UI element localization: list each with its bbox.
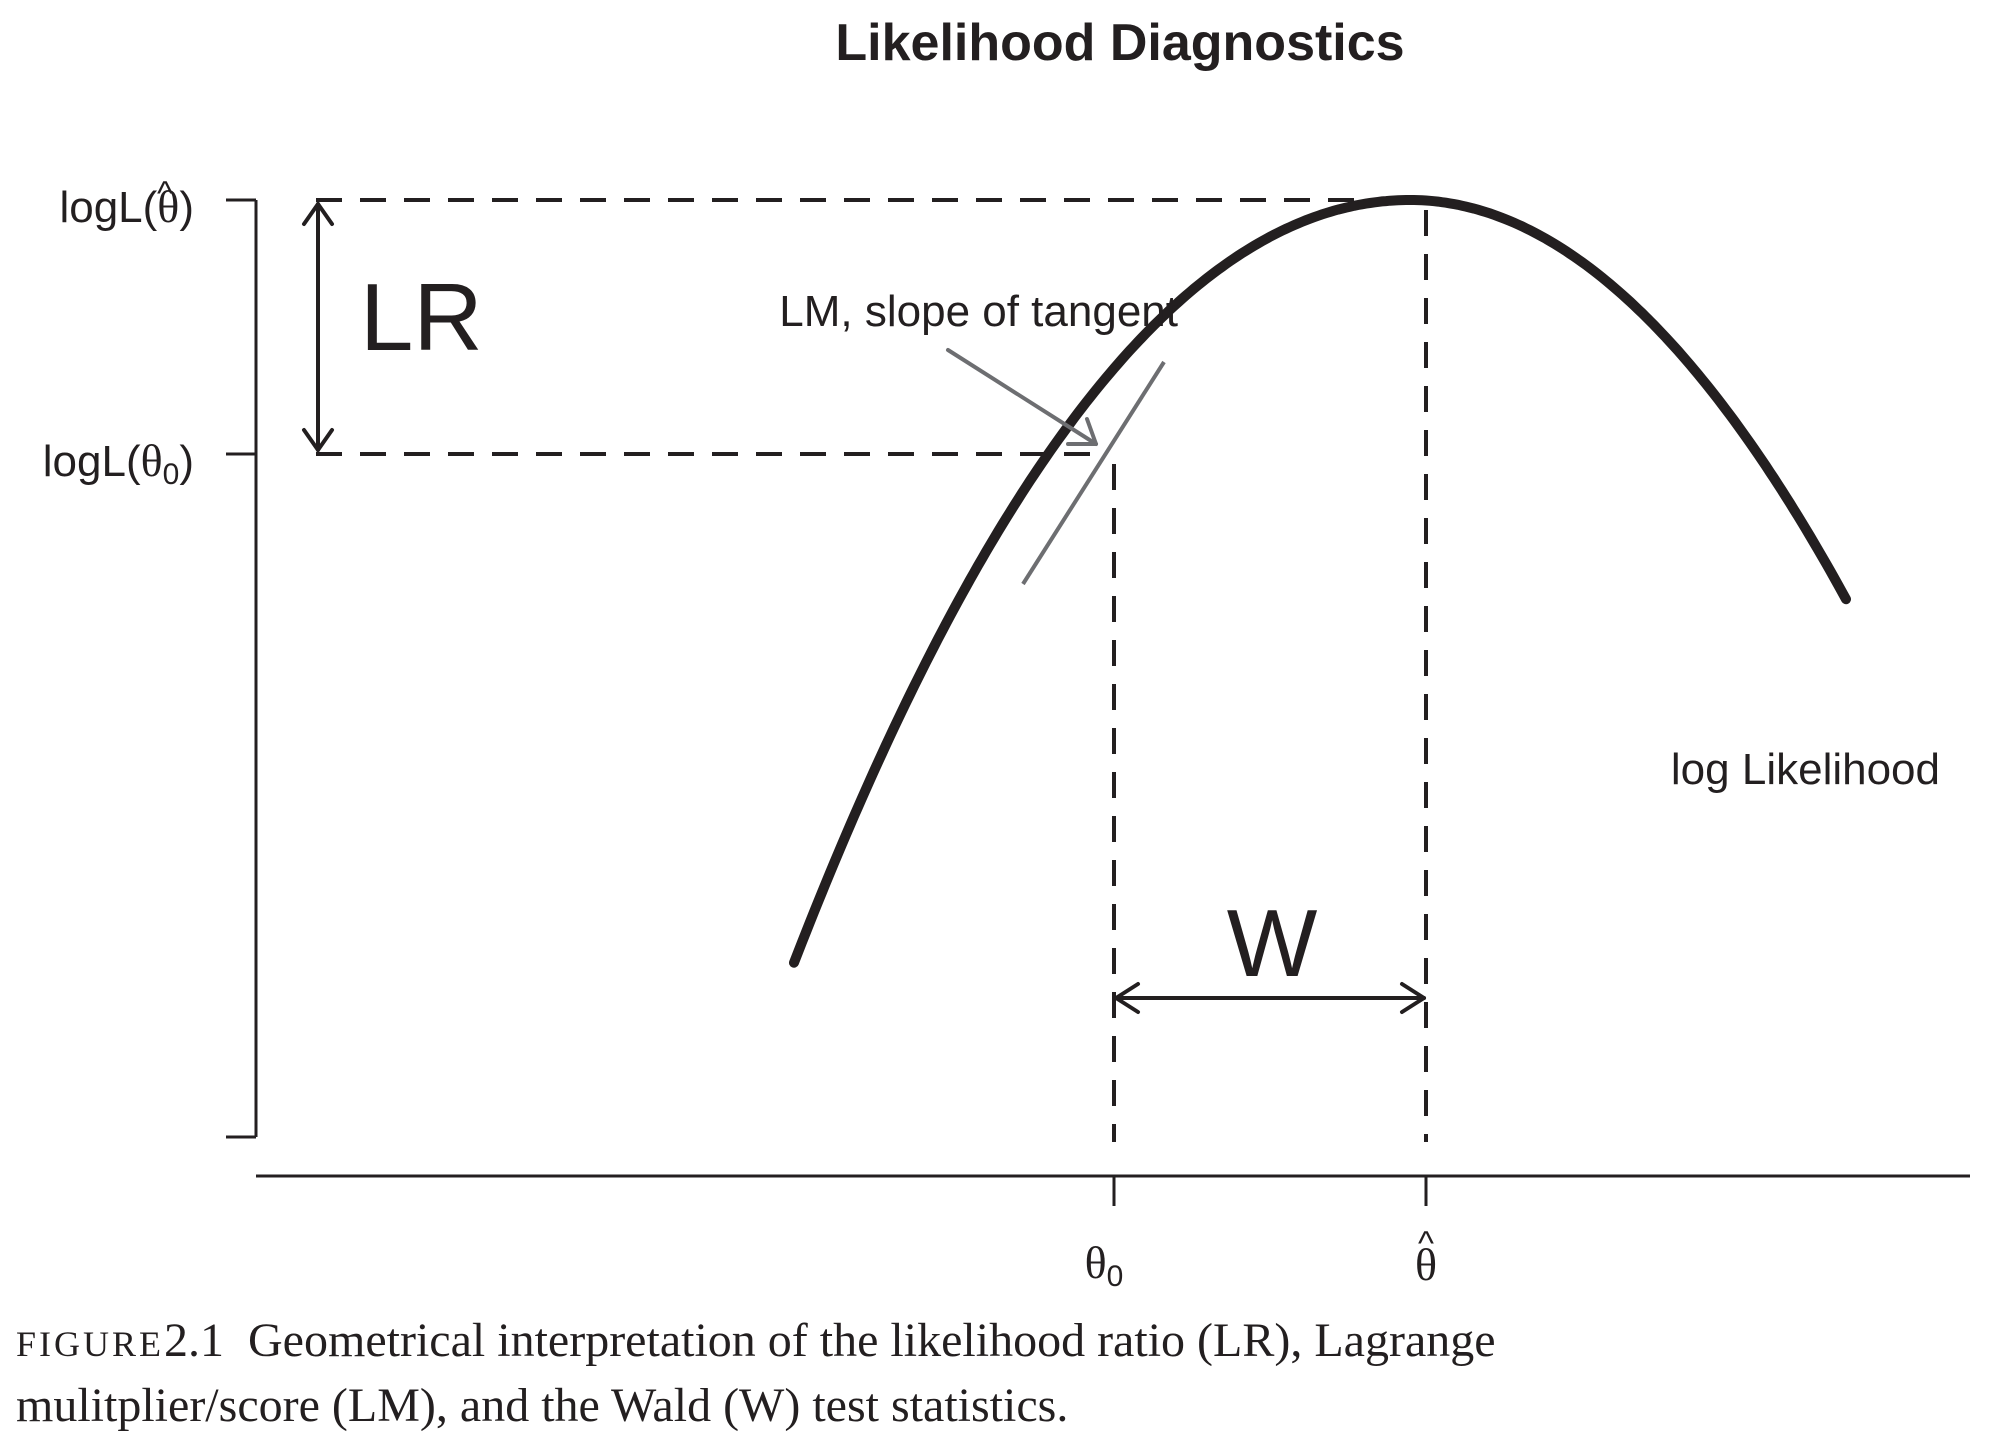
curve-label: log Likelihood [1671, 745, 1940, 794]
w-label: W [1227, 890, 1318, 997]
lr-arrow [302, 202, 334, 452]
w-arrow [1114, 982, 1426, 1014]
caption-figure-number: 2.1 [164, 1314, 225, 1367]
x-axis [256, 1174, 1970, 1206]
x-label-null: θ0 [1085, 1237, 1124, 1293]
x-label-max: θ [1415, 1239, 1437, 1290]
dashed-guides [316, 198, 1428, 1142]
x-label-max-hat: ^ [1418, 1225, 1434, 1263]
figure-caption: FIGURE2.1 Geometrical interpretation of … [16, 1310, 1966, 1437]
lm-arrow [946, 348, 1098, 446]
lm-label: LM, slope of tangent [779, 287, 1178, 336]
log-likelihood-curve [789, 195, 1851, 968]
tangent-line [1021, 360, 1166, 586]
caption-text: Geometrical interpretation of the likeli… [248, 1314, 1496, 1367]
y-label-null: logL(θ0) [43, 435, 194, 491]
chart-title: Likelihood Diagnostics [835, 14, 1404, 72]
caption-text-line-2: mulitplier/score (LM), and the Wald (W) … [16, 1379, 1069, 1432]
caption-figure-label: FIGURE [16, 1324, 165, 1364]
y-label-max: logL(θ) [59, 181, 194, 232]
y-axis [226, 198, 258, 1139]
y-label-max-hat: ^ [157, 175, 173, 213]
lr-label: LR [360, 264, 483, 371]
